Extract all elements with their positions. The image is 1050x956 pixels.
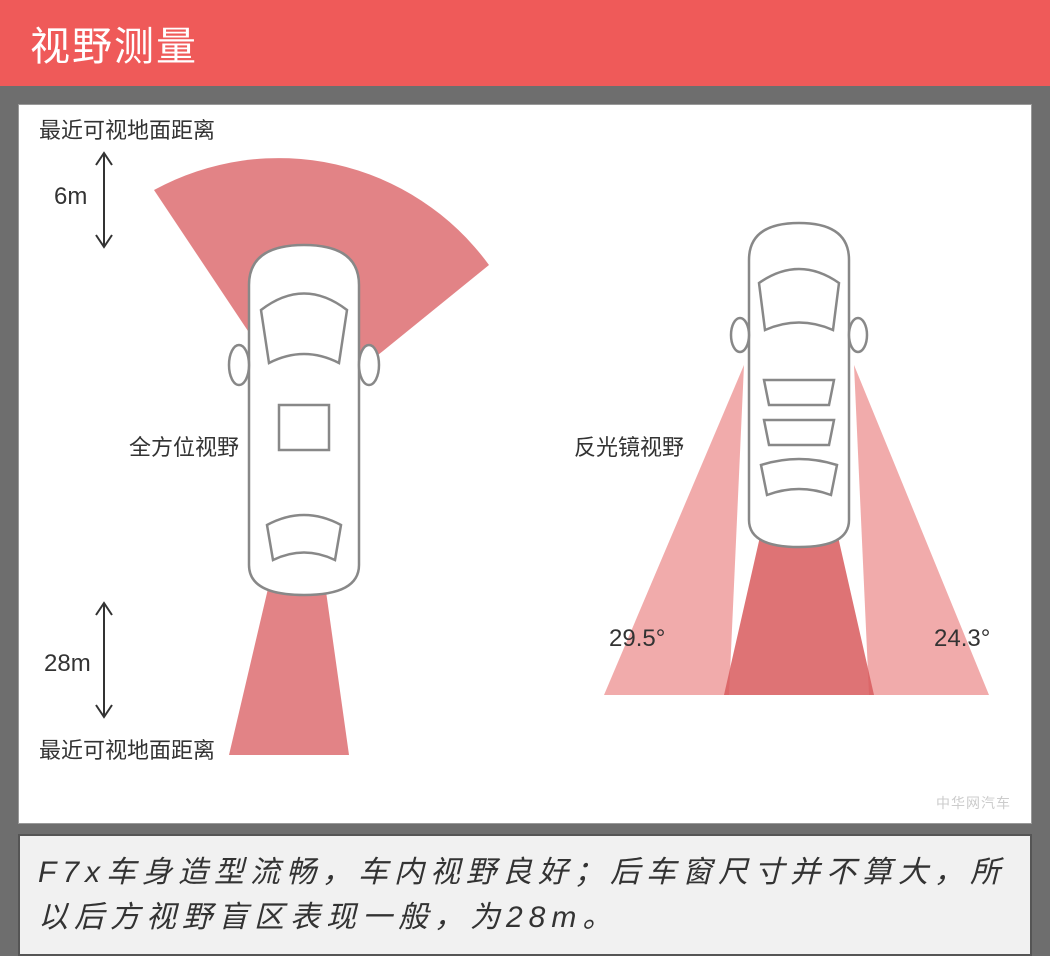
car-outline-right (731, 223, 867, 547)
left-mirror-angle: 29.5° (609, 625, 665, 653)
top-distance-value: 6m (54, 183, 87, 211)
watermark-text: 中华网汽车 (936, 793, 1011, 813)
caption-box: F7x车身造型流畅，车内视野良好；后车窗尺寸并不算大，所以后方视野盲区表现一般，… (18, 834, 1032, 956)
right-mirror-angle: 24.3° (934, 625, 990, 653)
header-bar: 视野测量 (0, 0, 1050, 86)
right-diagram-title: 反光镜视野 (574, 430, 684, 462)
top-ground-distance-label: 最近可视地面距离 (39, 113, 215, 145)
car-outline-left (229, 245, 379, 595)
page-title: 视野测量 (30, 25, 198, 69)
bottom-ground-distance-label: 最近可视地面距离 (39, 733, 215, 765)
caption-text: F7x车身造型流畅，车内视野良好；后车窗尺寸并不算大，所以后方视野盲区表现一般，… (38, 856, 1006, 934)
left-diagram-title: 全方位视野 (129, 430, 239, 462)
bottom-distance-value: 28m (44, 650, 91, 678)
diagram-panel: 最近可视地面距离 6m 全方位视野 28m 最近可视地面距离 (18, 104, 1032, 824)
